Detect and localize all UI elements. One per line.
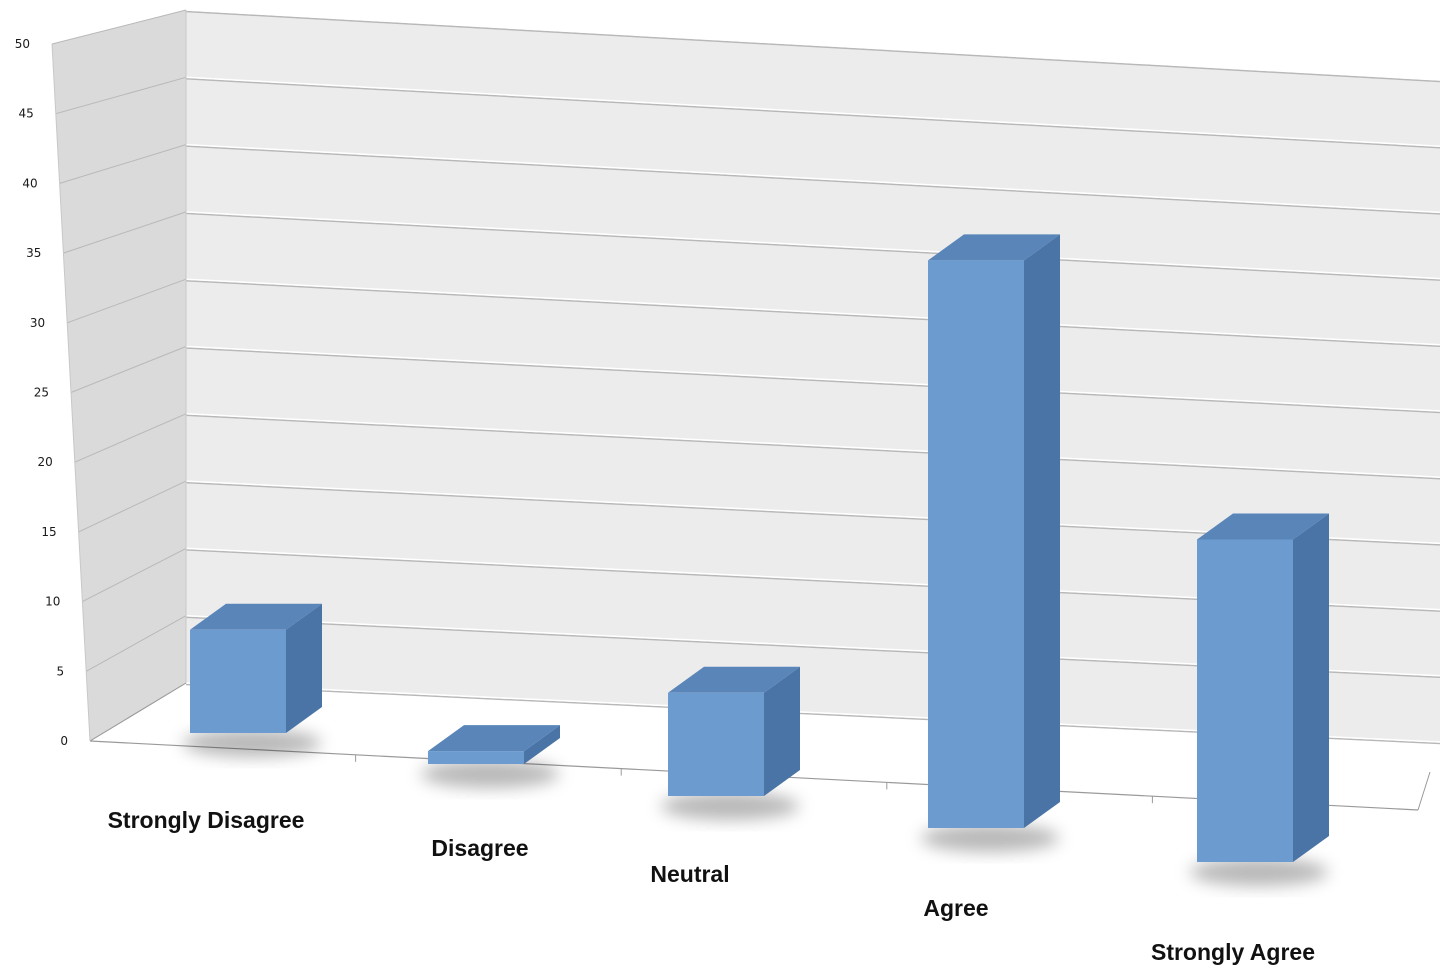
y-tick-label: 5 [57, 664, 65, 678]
bar-top [190, 603, 322, 630]
y-tick-label: 40 [22, 176, 37, 190]
bar-shadow [920, 824, 1060, 852]
side-gridline [85, 615, 187, 672]
bar-shadow [420, 760, 560, 788]
floor-right-edge [1417, 771, 1431, 811]
bar-front [928, 260, 1024, 828]
x-category-label: Agree [923, 895, 988, 921]
bar [1197, 513, 1329, 862]
bars [182, 234, 1329, 886]
y-axis-ticks: 0 5 10 15 20 25 30 35 40 45 50 [15, 37, 68, 748]
y-axis-line [51, 43, 91, 742]
bar-front [428, 751, 524, 764]
bar-top [428, 725, 560, 752]
side-gridline [55, 76, 187, 115]
gridline-shadow [185, 145, 1441, 215]
gridline-shadow [185, 279, 1441, 348]
y-tick-label: 15 [41, 525, 56, 539]
gridline [185, 76, 1441, 147]
bar [928, 234, 1060, 828]
gridline [185, 9, 1441, 81]
gridline [185, 413, 1441, 478]
bar-side [1293, 513, 1329, 862]
y-tick-label: 20 [38, 455, 53, 469]
y-tick-label: 35 [26, 246, 41, 260]
bar-side [524, 725, 560, 764]
x-category-label: Strongly Agree [1151, 939, 1315, 965]
bar-front [668, 692, 764, 796]
bar-shadow [660, 792, 800, 820]
side-gridline [51, 9, 187, 45]
side-gridline [63, 211, 187, 254]
side-gridline [70, 346, 187, 393]
gridline [185, 211, 1441, 280]
bar-side [1024, 234, 1060, 828]
bar-top [1197, 513, 1329, 540]
bar-side [764, 666, 800, 796]
side-gridline [59, 144, 187, 184]
bar-side [286, 603, 322, 733]
y-tick-label: 10 [45, 595, 60, 609]
x-category-label: Disagree [431, 835, 528, 861]
bar-shadow [182, 729, 322, 757]
side-gridline [82, 547, 187, 603]
bar-top [928, 234, 1060, 261]
gridline-shadow [185, 10, 1441, 83]
side-gridline [67, 278, 187, 324]
gridline [185, 143, 1441, 214]
gridline-shadow [185, 414, 1441, 480]
x-category-label: Neutral [650, 861, 729, 887]
side-gridline [78, 480, 187, 533]
gridline-shadow [185, 212, 1441, 281]
side-wall [52, 10, 186, 741]
side-gridline [74, 413, 187, 463]
back-wall [186, 10, 1440, 742]
floor-left-edge [89, 682, 187, 742]
chart-walls [52, 10, 1440, 742]
y-tick-label: 50 [15, 37, 30, 51]
bar [428, 725, 560, 764]
gridline-shadow [185, 347, 1441, 414]
x-category-label: Strongly Disagree [108, 807, 305, 833]
bar-shadow [1189, 858, 1329, 886]
gridline-shadow [185, 78, 1441, 149]
bar-top [668, 666, 800, 693]
bar-front [190, 629, 286, 733]
y-tick-label: 30 [30, 316, 45, 330]
gridline [185, 345, 1441, 412]
bar [190, 603, 322, 733]
x-axis-labels: Strongly Disagree Disagree Neutral Agree Str… [108, 807, 1315, 965]
y-tick-label: 0 [60, 734, 68, 748]
bar [668, 666, 800, 796]
bar-front [1197, 539, 1293, 862]
gridline [185, 278, 1441, 346]
y-tick-label: 25 [34, 386, 49, 400]
y-tick-label: 45 [19, 107, 34, 121]
